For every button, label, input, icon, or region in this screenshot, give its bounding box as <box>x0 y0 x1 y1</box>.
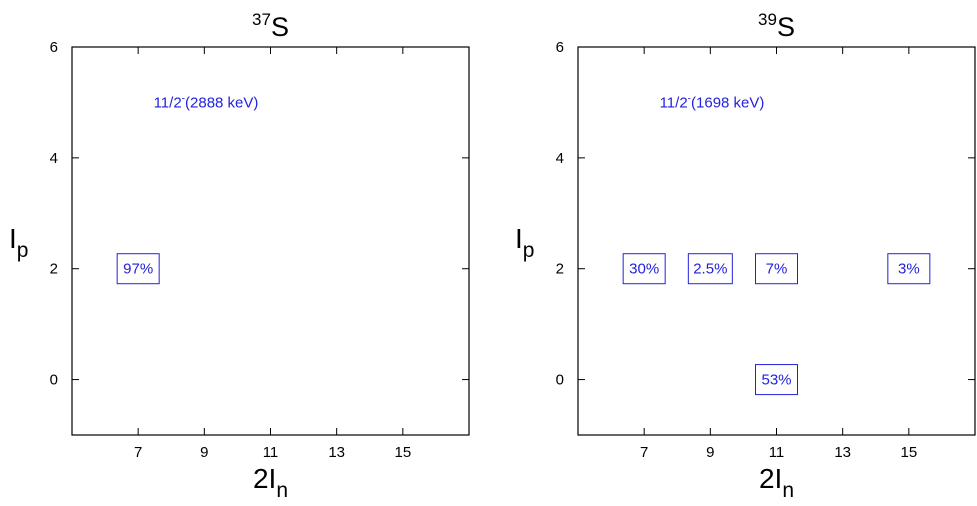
y-tick-label: 4 <box>556 150 564 167</box>
y-tick-label: 2 <box>50 261 58 278</box>
y-tick-label: 6 <box>50 39 58 56</box>
data-point-box <box>116 253 160 285</box>
chart-title: 39S <box>758 10 795 42</box>
x-tick-label: 13 <box>328 444 345 461</box>
x-tick-label: 7 <box>134 444 142 461</box>
x-axis-label: 2In <box>759 463 794 502</box>
x-tick-label: 9 <box>200 444 208 461</box>
data-point-label: 3% <box>898 261 920 278</box>
x-tick-label: 15 <box>394 444 411 461</box>
y-tick-label: 2 <box>556 261 564 278</box>
x-tick-label: 7 <box>640 444 648 461</box>
data-point-label: 2.5% <box>693 261 727 278</box>
x-tick-label: 11 <box>769 444 785 461</box>
data-point-box <box>755 253 798 285</box>
chart-title: 37S <box>252 10 289 42</box>
data-point-label: 7% <box>766 261 788 278</box>
data-point-box <box>887 253 931 285</box>
state-annotation: 11/2-(1698 keV) <box>660 93 765 111</box>
y-axis-label: Ip <box>515 223 534 262</box>
y-tick-label: 4 <box>50 150 58 167</box>
panel-sulfur-37: 7 9 11 13 15 0 2 4 6 37S 2In Ip 11/2-(2888 keV) 97% <box>9 10 470 502</box>
x-tick-label: 11 <box>263 444 279 461</box>
x-axis-label: 2In <box>253 463 288 502</box>
data-point-box <box>622 253 666 285</box>
y-tick-label: 0 <box>50 372 58 389</box>
x-tick-label: 15 <box>900 444 917 461</box>
plot-frame <box>71 46 470 436</box>
data-point-label: 30% <box>629 261 659 278</box>
data-point-label: 97% <box>123 261 153 278</box>
data-point-box <box>687 253 733 285</box>
y-axis-label: Ip <box>9 223 28 262</box>
y-tick-label: 6 <box>556 39 564 56</box>
state-annotation: 11/2-(2888 keV) <box>154 93 259 111</box>
panel-sulfur-39: 7 9 11 13 15 0 2 4 6 39S 2In Ip 11/2-(1698 keV) 30% 2.… <box>515 10 976 502</box>
y-tick-label: 0 <box>556 372 564 389</box>
x-tick-label: 9 <box>706 444 714 461</box>
data-point-label: 53% <box>761 372 791 389</box>
x-tick-label: 13 <box>834 444 851 461</box>
data-point-box <box>755 364 798 396</box>
